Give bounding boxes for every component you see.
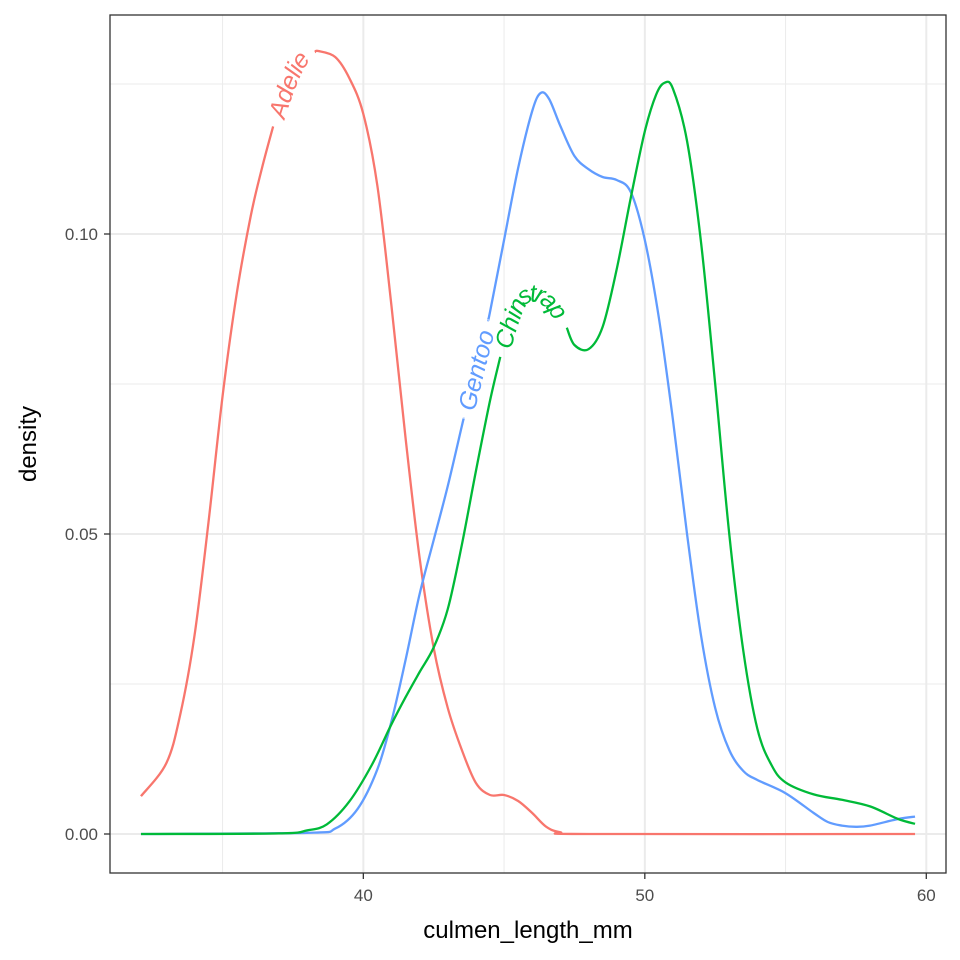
x-tick-label: 40 xyxy=(354,886,373,905)
density-curve-chinstrap xyxy=(140,356,502,836)
y-tick-label: 0.00 xyxy=(65,825,98,844)
minor-gridlines xyxy=(110,15,946,873)
y-axis: 0.00 0.05 0.10 xyxy=(65,225,110,844)
x-axis-title: culmen_length_mm xyxy=(423,917,632,944)
density-curve-gentoo xyxy=(487,91,916,828)
y-tick-label: 0.05 xyxy=(65,525,98,544)
density-curve-gentoo xyxy=(140,417,465,836)
x-axis: 40 50 60 xyxy=(354,873,936,905)
x-tick-label: 50 xyxy=(635,886,654,905)
y-tick-label: 0.10 xyxy=(65,225,98,244)
y-axis-title: density xyxy=(15,406,42,482)
x-tick-label: 60 xyxy=(917,886,936,905)
density-curve-chinstrap xyxy=(565,80,916,825)
density-curve-adelie xyxy=(140,126,275,797)
panel-border xyxy=(109,14,947,874)
density-curve-adelie xyxy=(314,49,916,836)
